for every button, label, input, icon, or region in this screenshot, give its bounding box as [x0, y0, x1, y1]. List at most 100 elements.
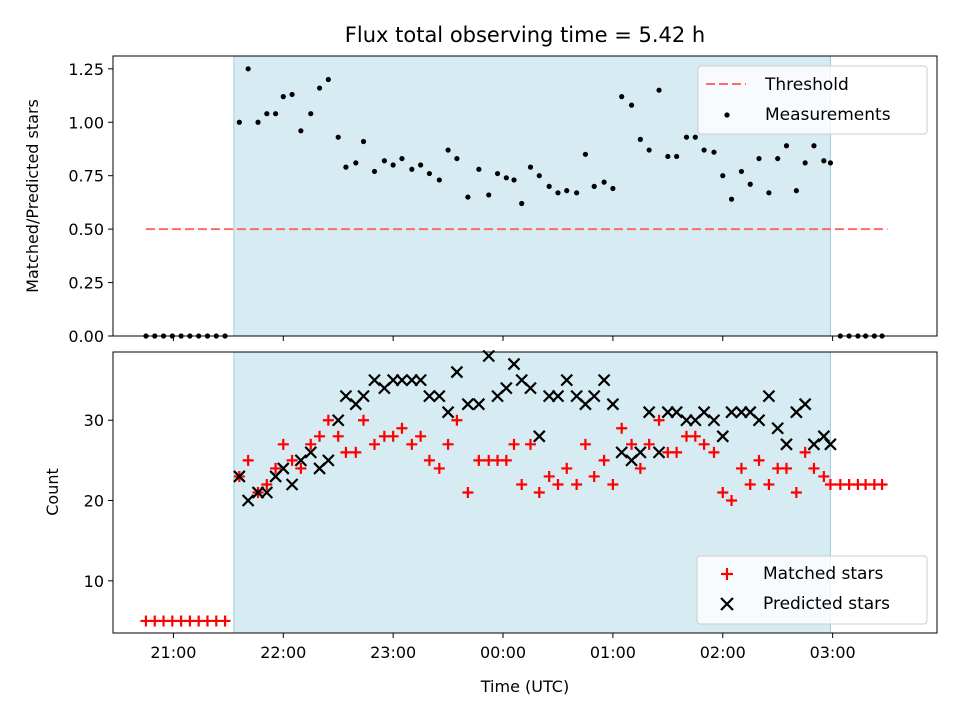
matched-star-marker: [607, 478, 619, 490]
matched-star-marker: [708, 446, 720, 458]
predicted-star-marker: [771, 421, 784, 435]
predicted-star-marker: [716, 430, 730, 443]
measurement-point: [766, 190, 772, 196]
predicted-star-marker: [233, 470, 246, 483]
matched-star-marker: [322, 414, 334, 426]
matched-star-marker: [473, 454, 485, 466]
top-x-ticks: [172, 336, 834, 341]
measurement-point: [335, 134, 341, 140]
matched-star-marker: [387, 430, 399, 442]
matched-star-marker: [261, 478, 273, 490]
predicted-star-marker: [500, 381, 513, 395]
matched-star-marker: [242, 454, 254, 466]
measurement-point: [827, 160, 834, 166]
matched-star-marker: [579, 438, 591, 450]
matched-star-marker: [423, 454, 435, 466]
predicted-star-marker: [414, 373, 427, 387]
measurement-point: [527, 164, 534, 170]
legend-matched-swatch: [721, 568, 733, 580]
measurement-point: [343, 164, 349, 170]
matched-star-marker: [442, 438, 454, 450]
predicted-star-marker: [798, 397, 812, 411]
predicted-star-marker: [277, 462, 290, 475]
measurement-point: [476, 166, 482, 172]
legend-matched-label: Matched stars: [763, 564, 883, 584]
matched-star-marker: [671, 446, 683, 458]
measurement-point: [236, 119, 242, 125]
chart-title: Flux total observing time = 5.42 h: [345, 23, 705, 47]
matched-star-marker: [753, 454, 765, 466]
matched-star-marker: [717, 487, 729, 498]
predicted-star-marker: [260, 486, 274, 499]
bottom-axes-frame: [112, 351, 938, 634]
matched-star-marker: [726, 495, 738, 507]
bottom-y-axis-label: Count: [43, 468, 62, 516]
predicted-star-marker: [780, 438, 793, 451]
legend-measurements-swatch: [724, 112, 730, 118]
measurement-point: [747, 181, 753, 187]
predicted-star-marker: [707, 413, 721, 427]
measurement-point: [610, 185, 616, 192]
x-tick-label: 00:00: [480, 643, 526, 662]
measurement-point: [711, 149, 717, 155]
predicted-star-marker: [294, 454, 308, 467]
matched-star-marker: [571, 478, 583, 490]
measurement-point: [436, 177, 442, 183]
y-tick-label: 1.25: [68, 60, 104, 79]
y-tick-label: 0.50: [68, 220, 104, 239]
matched-star-marker: [406, 438, 418, 450]
x-axis-label: Time (UTC): [480, 677, 569, 696]
measurement-point: [555, 190, 561, 196]
top-y-ticks: 0.00 0.25 0.50 0.75 1.00 1.25: [68, 60, 113, 346]
measurement-point: [591, 183, 597, 189]
predicted-star-marker: [725, 405, 738, 419]
matched-star-marker: [332, 430, 344, 442]
measurement-point: [728, 196, 735, 202]
predicted-star-marker: [634, 446, 647, 459]
matched-star-marker: [799, 446, 811, 458]
measurement-point: [353, 160, 359, 166]
measurement-point: [503, 175, 509, 181]
measurement-point: [371, 168, 378, 175]
predicted-star-marker: [597, 373, 611, 387]
measurement-point: [628, 102, 635, 108]
predicted-star-marker: [472, 397, 486, 411]
measurement-point: [756, 155, 762, 162]
measurement-point: [381, 158, 387, 164]
matched-star-marker: [598, 454, 610, 466]
matched-star-marker: [561, 462, 573, 474]
matched-star-marker: [876, 478, 888, 490]
measurement-point: [656, 87, 662, 93]
matched-star-marker: [698, 438, 710, 450]
top-legend: Threshold Measurements: [697, 65, 928, 135]
measurement-point: [582, 151, 589, 157]
legend-predicted-swatch: [720, 597, 734, 611]
predicted-star-marker: [433, 389, 446, 403]
measurement-point: [637, 136, 643, 142]
measurement-point: [811, 143, 817, 149]
y-tick-label: 0.00: [68, 327, 104, 346]
measurement-point: [390, 162, 396, 168]
x-tick-label: 03:00: [810, 643, 856, 662]
x-tick-label: 23:00: [370, 643, 416, 662]
matched-star-marker: [314, 430, 326, 442]
matched-star-marker: [508, 438, 520, 450]
y-tick-label: 0.75: [68, 167, 104, 186]
measurement-point: [308, 111, 314, 117]
predicted-star-marker: [524, 381, 537, 395]
predicted-star-marker: [697, 405, 711, 419]
bottom-legend-box: [696, 555, 928, 625]
measurement-point: [280, 94, 286, 100]
measurement-point: [802, 160, 808, 166]
measurement-point: [574, 190, 580, 196]
matched-star-marker: [451, 414, 463, 426]
x-tick-label: 22:00: [260, 643, 306, 662]
measurement-point: [264, 111, 270, 117]
bottom-x-ticks: 21:00 22:00 23:00 00:00 01:00 02:00 03:00: [150, 633, 856, 662]
predicted-star-marker: [461, 397, 475, 411]
matched-star-marker: [533, 487, 545, 498]
matched-star-marker: [368, 438, 380, 450]
measurement-point: [738, 168, 745, 175]
matched-star-marker: [340, 446, 352, 458]
